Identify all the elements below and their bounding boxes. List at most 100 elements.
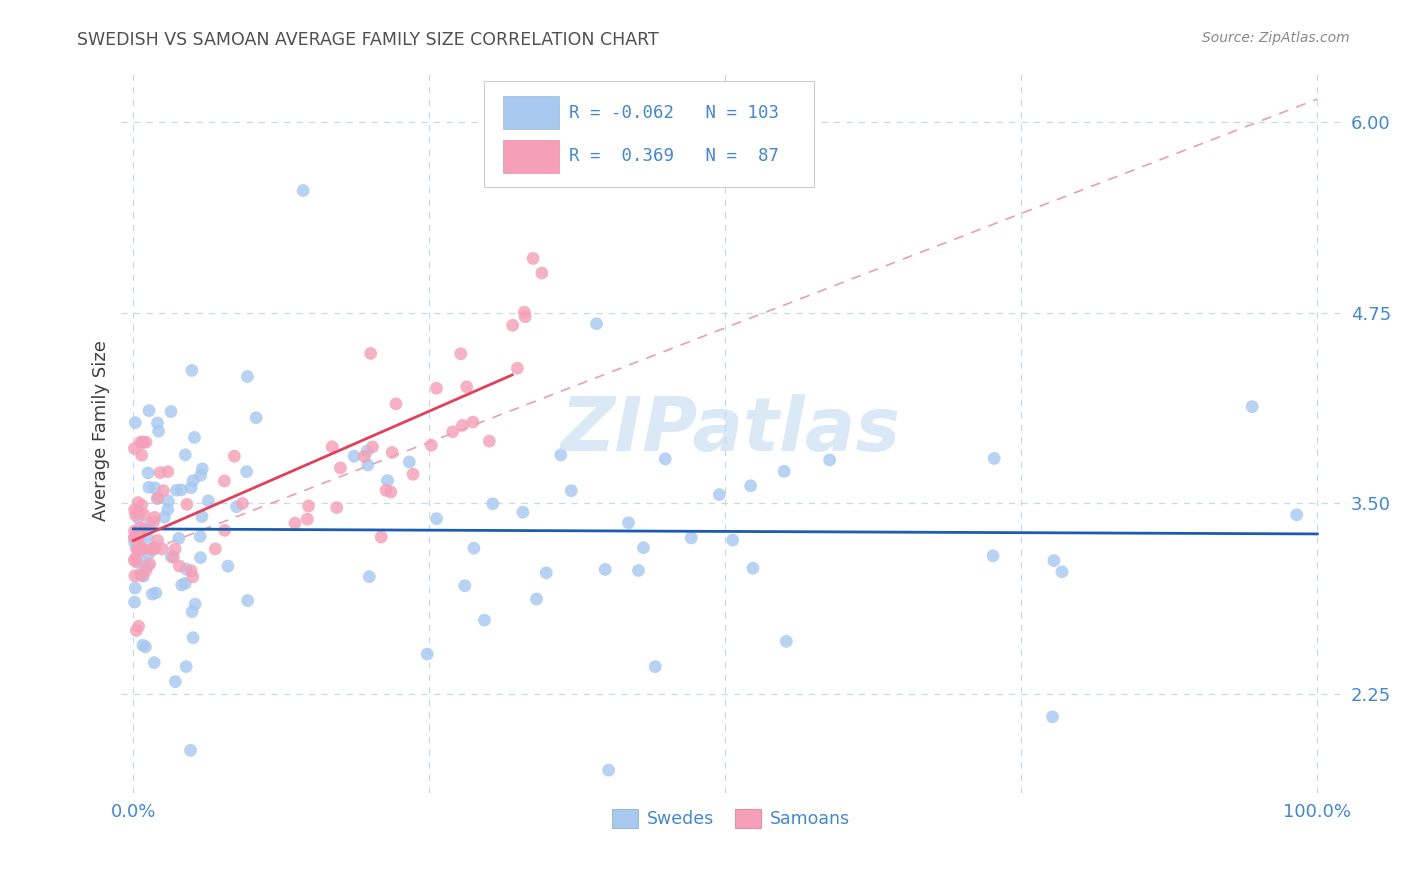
Point <box>157 494 180 508</box>
Point <box>127 511 149 525</box>
Point <box>585 317 607 331</box>
Point <box>377 474 399 488</box>
Point <box>180 564 202 578</box>
Point <box>131 568 153 582</box>
Point <box>536 566 558 580</box>
Point <box>174 448 197 462</box>
Point <box>451 418 474 433</box>
Point <box>359 570 381 584</box>
FancyBboxPatch shape <box>484 81 814 186</box>
Point <box>180 743 202 757</box>
Point <box>124 524 146 538</box>
Point <box>204 541 226 556</box>
Point <box>454 579 477 593</box>
Point <box>181 570 204 584</box>
Point <box>136 530 159 544</box>
Point <box>513 305 536 319</box>
Point <box>129 566 152 581</box>
FancyBboxPatch shape <box>503 96 560 129</box>
Point <box>425 381 447 395</box>
Point <box>385 397 408 411</box>
Point <box>236 369 259 384</box>
Point <box>180 363 202 377</box>
Point <box>143 541 166 555</box>
Point <box>522 252 544 266</box>
Point <box>146 491 169 505</box>
Point <box>343 449 366 463</box>
Point <box>160 549 183 564</box>
Point <box>297 512 319 526</box>
Point <box>416 647 439 661</box>
Point <box>131 541 153 556</box>
Point <box>169 559 191 574</box>
Point <box>135 435 157 450</box>
Point <box>129 553 152 567</box>
Point <box>134 523 156 537</box>
Point <box>160 404 183 418</box>
Point <box>502 318 524 333</box>
Point <box>190 550 212 565</box>
Y-axis label: Average Family Size: Average Family Size <box>93 341 110 521</box>
Point <box>156 465 179 479</box>
Point <box>124 502 146 516</box>
Point <box>236 593 259 607</box>
Point <box>127 531 149 545</box>
Point <box>152 541 174 556</box>
Point <box>170 578 193 592</box>
Text: R = -0.062   N = 103: R = -0.062 N = 103 <box>569 103 779 121</box>
Point <box>1241 400 1264 414</box>
Point <box>152 483 174 498</box>
Point <box>709 488 731 502</box>
Point <box>138 403 160 417</box>
Point <box>129 435 152 450</box>
Point <box>143 481 166 495</box>
Point <box>124 595 146 609</box>
Point <box>681 531 703 545</box>
Point <box>420 438 443 452</box>
Point <box>136 466 159 480</box>
Point <box>360 346 382 360</box>
Point <box>162 550 184 565</box>
Point <box>188 529 211 543</box>
Point <box>174 562 197 576</box>
Point <box>329 461 352 475</box>
Point <box>190 468 212 483</box>
Point <box>515 310 537 324</box>
Point <box>197 493 219 508</box>
Point <box>138 546 160 560</box>
Point <box>124 535 146 549</box>
Point <box>191 509 214 524</box>
Point <box>129 541 152 556</box>
Point <box>456 380 478 394</box>
Point <box>124 569 146 583</box>
Point <box>124 554 146 568</box>
Point <box>128 506 150 520</box>
Text: ZIPatlas: ZIPatlas <box>561 394 901 467</box>
Point <box>174 576 197 591</box>
Point <box>183 430 205 444</box>
Point <box>127 529 149 543</box>
Point <box>357 458 380 472</box>
Point <box>633 541 655 555</box>
Point <box>463 541 485 556</box>
Point <box>125 541 148 555</box>
Point <box>129 541 152 556</box>
Point <box>124 551 146 566</box>
Point <box>138 557 160 571</box>
Point <box>721 533 744 547</box>
Legend: Swedes, Samoans: Swedes, Samoans <box>606 802 858 835</box>
Point <box>478 434 501 449</box>
Point <box>214 474 236 488</box>
Point <box>181 605 204 619</box>
Point <box>235 465 257 479</box>
Point <box>132 569 155 583</box>
Point <box>136 559 159 574</box>
Point <box>167 531 190 545</box>
Point <box>149 466 172 480</box>
Point <box>361 440 384 454</box>
Point <box>644 659 666 673</box>
Point <box>135 564 157 578</box>
Point <box>128 541 150 556</box>
Point <box>617 516 640 530</box>
Point <box>370 530 392 544</box>
